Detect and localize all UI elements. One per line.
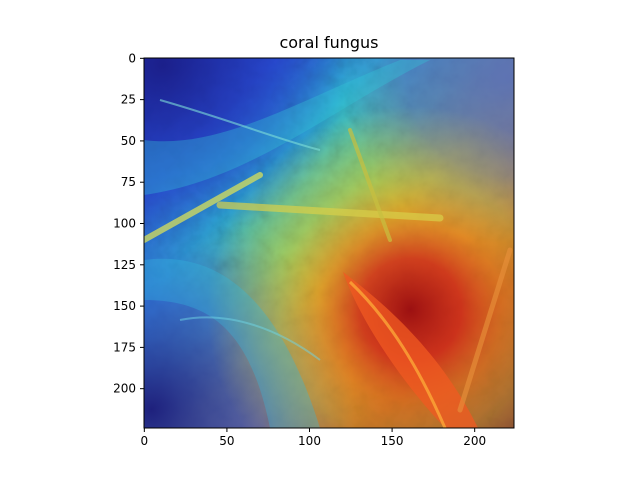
- y-tick-label: 0: [128, 51, 136, 65]
- y-tick-label: 25: [121, 93, 136, 107]
- y-tick-label: 150: [113, 299, 136, 313]
- y-tick-label: 200: [113, 382, 136, 396]
- heatmap-overlay-image: [144, 58, 514, 428]
- x-tick-label: 100: [298, 434, 321, 448]
- y-tick-label: 125: [113, 258, 136, 272]
- x-tick-label: 150: [381, 434, 404, 448]
- x-tick-label: 50: [219, 434, 234, 448]
- y-tick-label: 175: [113, 340, 136, 354]
- axes-frame: [143, 57, 515, 429]
- plot-title: coral fungus: [279, 33, 379, 52]
- x-tick-label: 200: [463, 434, 486, 448]
- y-tick-labels: 0 25 50 75 100 125 150 175 200: [113, 51, 136, 395]
- y-tick-label: 100: [113, 217, 136, 231]
- x-tick-label: 0: [141, 434, 149, 448]
- axis-ticks: [140, 57, 476, 432]
- y-tick-label: 50: [121, 134, 136, 148]
- x-tick-labels: 0 50 100 150 200: [141, 434, 487, 448]
- y-tick-label: 75: [121, 175, 136, 189]
